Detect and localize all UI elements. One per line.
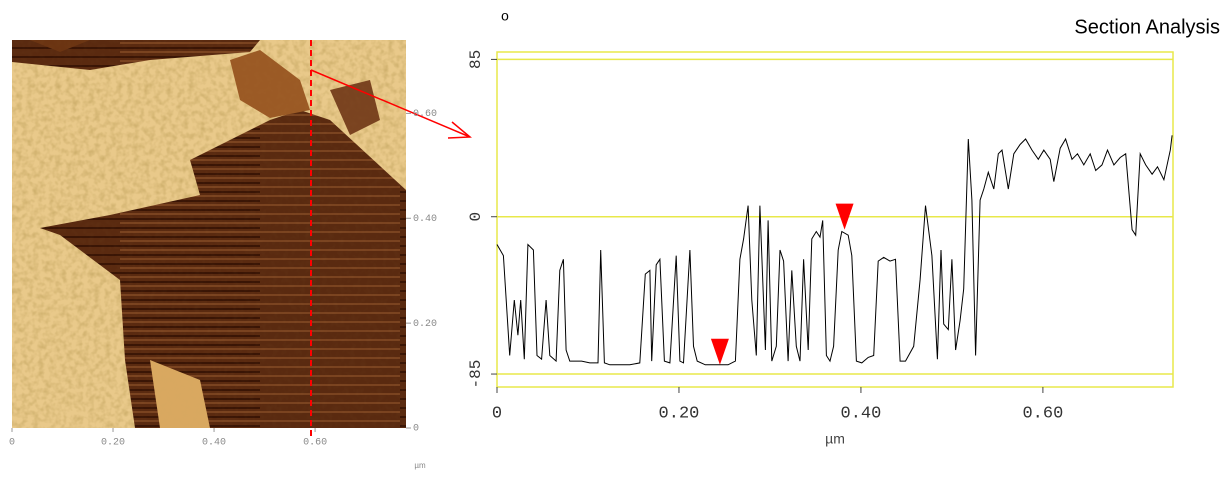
x-tick-label: 0.60	[303, 438, 327, 449]
x-axis-label: µm	[825, 431, 845, 447]
x-axis-label: µm	[414, 461, 426, 470]
afm-image	[12, 40, 406, 428]
y-tick-label: 0.40	[413, 214, 437, 225]
y-tick-label: 0	[467, 212, 485, 222]
y-tick-label: 85	[467, 50, 485, 69]
chart-title: Section Analysis	[1074, 16, 1220, 38]
x-tick-label: 0.60	[1022, 404, 1063, 423]
x-tick-label: 0	[9, 438, 15, 449]
x-tick-label: 0.20	[659, 404, 700, 423]
cursor-marker	[710, 338, 729, 365]
y-tick-label: 0.60	[413, 109, 437, 120]
y-tick-label: 0.20	[413, 319, 437, 330]
arrow-head	[447, 121, 472, 139]
x-tick-label: 0.20	[101, 438, 125, 449]
annotation: o	[501, 10, 509, 26]
cursor-marker	[835, 203, 854, 230]
arrow	[310, 69, 471, 138]
plot-frame	[496, 51, 1174, 388]
x-tick-label: 0.40	[841, 404, 882, 423]
y-tick-label: -85	[467, 360, 485, 389]
y-tick-label: 0	[413, 424, 419, 435]
x-tick-label: 0	[492, 404, 502, 423]
profile-line	[496, 135, 1173, 366]
x-tick-label: 0.40	[202, 438, 226, 449]
